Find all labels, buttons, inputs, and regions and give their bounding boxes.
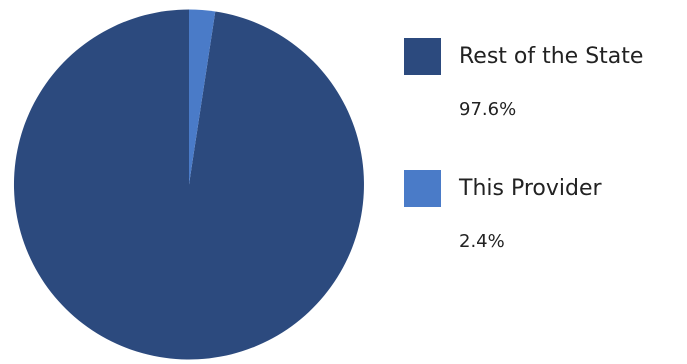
legend-item-this-provider: This Provider 2.4% — [404, 170, 684, 302]
pie-slice-this-provider — [189, 9, 216, 185]
legend-label-rest-of-state: Rest of the State — [459, 44, 644, 69]
legend-label-this-provider: This Provider — [459, 176, 602, 201]
pie-chart — [13, 9, 364, 360]
legend-value-rest-of-state: 97.6% — [459, 99, 517, 120]
legend-value-this-provider: 2.4% — [459, 231, 505, 252]
legend: Rest of the State 97.6% This Provider 2.… — [404, 38, 684, 302]
legend-swatch-rest-of-state — [404, 38, 441, 75]
legend-swatch-this-provider — [404, 170, 441, 207]
legend-item-rest-of-state: Rest of the State 97.6% — [404, 38, 684, 170]
pie-slice-rest-of-the-state — [13, 9, 364, 360]
